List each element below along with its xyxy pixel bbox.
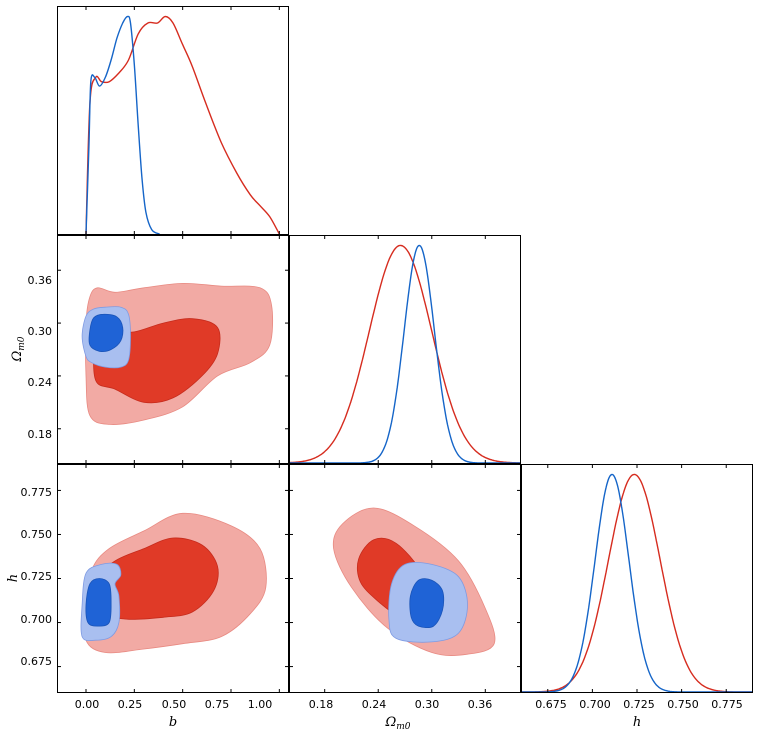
panel-frame-2-2 (521, 464, 753, 693)
x-axis-label-omega: Ωm0 (384, 715, 410, 732)
omega-x-tick-label-2: 0.30 (415, 698, 440, 711)
h-x-tick-label-1: 0.700 (579, 698, 611, 711)
b-tick-label-4: 1.00 (248, 698, 273, 711)
frames-layer (57, 6, 753, 693)
omega-tick-labels-y: 0.18 0.24 0.30 0.36 (28, 274, 53, 441)
h-tick-labels-x: 0.675 0.700 0.725 0.750 0.775 (535, 698, 743, 711)
panel-b_h (80, 512, 267, 654)
b-tick-label-0: 0.00 (75, 698, 100, 711)
b-tick-labels: 0.00 0.25 0.50 0.75 1.00 (75, 698, 273, 711)
omega-y-tick-label-2: 0.30 (28, 325, 53, 338)
panel-b_Omega_m0 (81, 282, 274, 425)
panel-Omega_m0_h (332, 507, 496, 656)
panels-layer (80, 15, 753, 693)
h-tick-labels-y: 0.675 0.700 0.725 0.750 0.775 (21, 486, 53, 668)
h-x-tick-label-2: 0.725 (623, 698, 655, 711)
blue-marginal-b-line (85, 15, 160, 235)
blue-marginal-Omega_m0-line (289, 244, 521, 464)
x-axis-label-omega-sub: m0 (396, 722, 411, 732)
h-y-tick-label-0: 0.675 (21, 655, 53, 668)
y-axis-label-omega: Ωm0 (10, 336, 27, 362)
omega-tick-labels-x: 0.18 0.24 0.30 0.36 (309, 698, 493, 711)
omega-y-tick-label-1: 0.24 (28, 376, 53, 389)
panel-frame-0-0 (57, 6, 289, 235)
h-x-tick-label-3: 0.750 (667, 698, 699, 711)
red-inner-contour-b_h (93, 537, 219, 620)
x-axis-label-omega-main: Ω (384, 715, 396, 730)
h-y-tick-label-1: 0.700 (21, 613, 53, 626)
h-x-tick-label-4: 0.775 (711, 698, 743, 711)
h-y-tick-label-2: 0.725 (21, 570, 53, 583)
omega-x-tick-label-3: 0.36 (468, 698, 493, 711)
red-marginal-h-line (521, 473, 753, 693)
b-tick-label-2: 0.50 (162, 698, 187, 711)
x-axis-label-b: b (169, 715, 177, 730)
blue-marginal-h-line (521, 473, 753, 693)
y-axis-label-omega-sub: m0 (17, 336, 27, 351)
omega-y-tick-label-3: 0.36 (28, 274, 53, 287)
omega-x-tick-label-1: 0.24 (362, 698, 387, 711)
b-tick-label-1: 0.25 (118, 698, 143, 711)
red-marginal-Omega_m0-line (289, 244, 521, 464)
y-axis-label-h: h (6, 574, 21, 582)
b-tick-label-3: 0.75 (205, 698, 230, 711)
h-y-tick-label-3: 0.750 (21, 528, 53, 541)
x-axis-label-h: h (633, 715, 641, 730)
y-axis-label-omega-main: Ω (10, 351, 25, 363)
h-x-tick-label-0: 0.675 (535, 698, 567, 711)
blue-inner-contour-Omega_m0_h (409, 578, 445, 629)
panel-frame-1-1 (289, 235, 521, 464)
blue-inner-contour-b_Omega_m0 (88, 313, 124, 352)
panel-frame-0-1 (57, 235, 289, 464)
omega-y-tick-label-0: 0.18 (28, 428, 53, 441)
red-marginal-b-line (85, 15, 280, 235)
omega-x-tick-label-0: 0.18 (309, 698, 334, 711)
blue-inner-contour-b_h (85, 578, 112, 627)
h-y-tick-label-4: 0.775 (21, 486, 53, 499)
